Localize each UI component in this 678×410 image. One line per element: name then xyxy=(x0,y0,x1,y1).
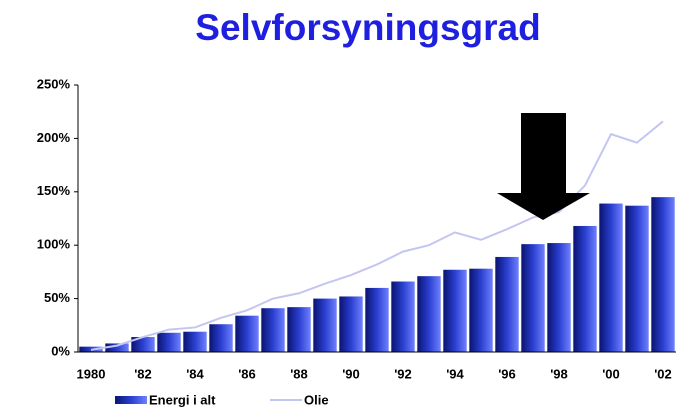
x-tick-label: '88 xyxy=(290,366,308,381)
bar xyxy=(651,197,675,352)
bar xyxy=(365,287,389,352)
chart-title: Selvforsyningsgrad xyxy=(195,7,540,48)
bar xyxy=(443,269,467,352)
bar xyxy=(105,343,129,352)
y-tick-label: 50% xyxy=(44,290,70,305)
bar xyxy=(209,324,233,352)
x-tick-label: '98 xyxy=(550,366,568,381)
legend-label: Olie xyxy=(304,392,329,407)
bar xyxy=(469,268,493,352)
y-tick-label: 200% xyxy=(37,130,71,145)
bar xyxy=(625,205,649,352)
bar xyxy=(391,281,415,352)
bar xyxy=(495,256,519,352)
bar xyxy=(417,276,441,352)
bar xyxy=(521,244,545,352)
x-tick-label: '94 xyxy=(446,366,464,381)
x-tick-label: '82 xyxy=(134,366,152,381)
arrow xyxy=(497,113,590,220)
bar xyxy=(287,307,311,352)
x-tick-label: '02 xyxy=(654,366,672,381)
bar xyxy=(339,296,363,352)
bar xyxy=(183,331,207,352)
bar xyxy=(261,308,285,352)
legend-swatch xyxy=(115,396,147,404)
y-tick-label: 250% xyxy=(37,76,71,91)
bar xyxy=(157,332,181,352)
legend-label: Energi i alt xyxy=(149,392,216,407)
x-tick-label: '92 xyxy=(394,366,412,381)
x-tick-label: '00 xyxy=(602,366,620,381)
x-tick-label: '96 xyxy=(498,366,516,381)
bar xyxy=(131,337,155,352)
x-tick-label: '84 xyxy=(186,366,204,381)
bar xyxy=(235,315,259,352)
y-tick-label: 100% xyxy=(37,237,71,252)
bar xyxy=(313,298,337,352)
y-tick-label: 150% xyxy=(37,183,71,198)
x-tick-label: 1980 xyxy=(77,366,106,381)
bar xyxy=(547,243,571,352)
x-tick-label: '86 xyxy=(238,366,256,381)
bar xyxy=(599,203,623,352)
y-tick-label: 0% xyxy=(51,343,70,358)
bar xyxy=(573,225,597,352)
x-tick-label: '90 xyxy=(342,366,360,381)
